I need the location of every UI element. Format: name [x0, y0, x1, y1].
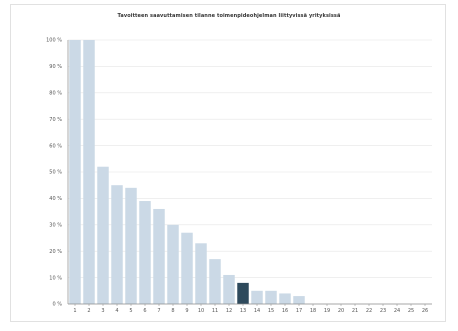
bar	[139, 201, 151, 304]
x-tick-label: 8	[171, 308, 174, 314]
y-tick-label: 40 %	[49, 196, 62, 202]
bar	[111, 185, 123, 304]
y-tick-label: 80 %	[49, 91, 62, 97]
x-tick-label: 6	[143, 308, 146, 314]
x-tick-label: 10	[198, 308, 204, 314]
grid-lines	[68, 39, 432, 278]
x-tick-label: 22	[366, 308, 372, 314]
x-tick-label: 14	[254, 308, 260, 314]
y-tick-label: 70 %	[49, 117, 62, 123]
y-tick-label: 30 %	[49, 223, 62, 229]
bar	[237, 282, 249, 304]
x-tick-label: 9	[185, 308, 188, 314]
x-tick-label: 21	[352, 308, 358, 314]
x-tick-label: 1	[73, 308, 76, 314]
x-tick-label: 2	[87, 308, 90, 314]
x-tick-label: 25	[408, 308, 414, 314]
y-tick-label: 50 %	[49, 170, 62, 176]
bar	[251, 290, 263, 304]
y-tick-label: 60 %	[49, 143, 62, 149]
x-tick-label: 12	[226, 308, 232, 314]
bar	[223, 274, 235, 304]
x-tick-label: 11	[212, 308, 218, 314]
x-tick-label: 20	[338, 308, 344, 314]
bar	[69, 40, 81, 304]
bar	[279, 293, 291, 304]
x-tick-label: 5	[129, 308, 132, 314]
bar	[181, 232, 193, 304]
x-tick-label: 19	[324, 308, 330, 314]
x-tick-labels: 1 2 3 4 5 6 7 8 9 10 11 12 13 14 15 16 17 18 19 20 21 22 23 24 2…	[73, 308, 428, 314]
bar	[153, 208, 165, 304]
bar	[97, 166, 109, 304]
x-tick-label: 15	[268, 308, 274, 314]
y-tick-label: 10 %	[49, 275, 62, 281]
x-tick-label: 18	[310, 308, 316, 314]
chart-title: Tavoitteen saavuttamisen tilanne toimenp…	[117, 13, 341, 19]
y-tick-label: 20 %	[49, 249, 62, 255]
bar	[195, 243, 207, 304]
y-tick-label: 100 %	[46, 38, 62, 44]
x-tick-label: 3	[101, 308, 104, 314]
bars	[69, 40, 305, 304]
x-tick-label: 4	[115, 308, 118, 314]
bar	[167, 224, 179, 304]
y-tick-label: 0 %	[52, 302, 62, 308]
bar	[209, 259, 221, 304]
chart-frame	[10, 4, 446, 322]
bar	[125, 187, 137, 304]
x-tick-label: 24	[394, 308, 400, 314]
y-tick-label: 90 %	[49, 64, 62, 70]
x-tick-label: 16	[282, 308, 288, 314]
bar	[293, 296, 305, 304]
x-tick-label: 17	[296, 308, 302, 314]
axes	[67, 40, 432, 306]
x-tick-label: 26	[422, 308, 428, 314]
x-tick-label: 13	[240, 308, 246, 314]
bar	[265, 290, 277, 304]
x-tick-label: 7	[157, 308, 160, 314]
bar	[83, 40, 95, 304]
x-tick-label: 23	[380, 308, 386, 314]
y-tick-labels: 0 % 10 % 20 % 30 % 40 % 50 % 60 % 70 % 80 % 90 % 1…	[46, 38, 62, 308]
